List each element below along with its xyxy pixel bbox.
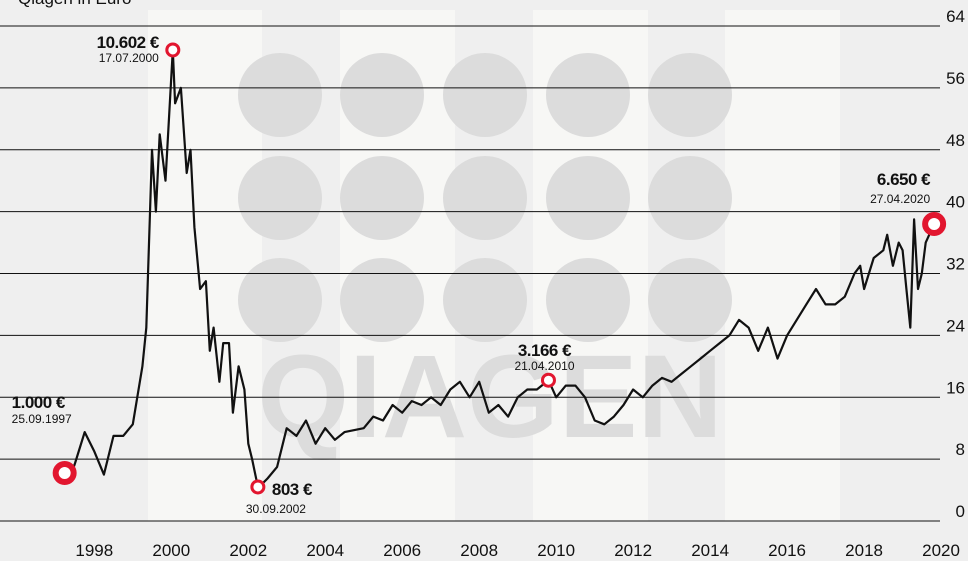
annotation-date: 25.09.1997	[12, 412, 72, 426]
marker	[250, 479, 266, 495]
x-tick-label: 2014	[691, 541, 729, 560]
annotation-date: 21.04.2010	[514, 359, 574, 373]
annotation-label: 1.000 €	[12, 393, 66, 412]
marker	[922, 212, 947, 236]
x-tick-label: 2016	[768, 541, 806, 560]
annotation-label: 3.166 €	[518, 341, 572, 360]
y-tick-label: 0	[956, 502, 965, 521]
band	[725, 10, 840, 521]
x-tick-label: 2010	[537, 541, 575, 560]
price-line	[64, 48, 936, 489]
x-tick-label: 2012	[614, 541, 652, 560]
annotation-label: 10.602 €	[97, 33, 160, 52]
marker	[540, 372, 556, 388]
x-tick-label: 2000	[152, 541, 190, 560]
annotation-date: 27.04.2020	[870, 192, 930, 206]
x-tick-label: 2018	[845, 541, 883, 560]
x-tick-label: 2002	[229, 541, 267, 560]
x-tick-label: 2008	[460, 541, 498, 560]
logo-dots	[238, 53, 732, 342]
annotation-label: 803 €	[272, 480, 313, 499]
y-tick-label: 8	[956, 440, 965, 459]
chart-title: Qiagen in Euro	[18, 0, 131, 8]
y-tick-label: 64	[946, 7, 965, 26]
x-tick-label: 2020	[922, 541, 960, 560]
background: QIAGEN	[148, 10, 840, 521]
marker	[165, 42, 181, 58]
y-tick-label: 32	[946, 255, 965, 274]
x-tick-label: 1998	[75, 541, 113, 560]
y-tick-label: 24	[946, 316, 965, 335]
annotation-date: 17.07.2000	[99, 51, 159, 65]
marker	[52, 461, 77, 486]
x-tick-label: 2004	[306, 541, 344, 560]
y-tick-label: 40	[946, 193, 965, 212]
x-tick-label: 2006	[383, 541, 421, 560]
y-tick-label: 16	[946, 378, 965, 397]
y-tick-label: 48	[946, 131, 965, 150]
annotation-date: 30.09.2002	[246, 502, 306, 516]
annotation-label: 6.650 €	[877, 170, 931, 189]
y-tick-label: 56	[946, 69, 965, 88]
